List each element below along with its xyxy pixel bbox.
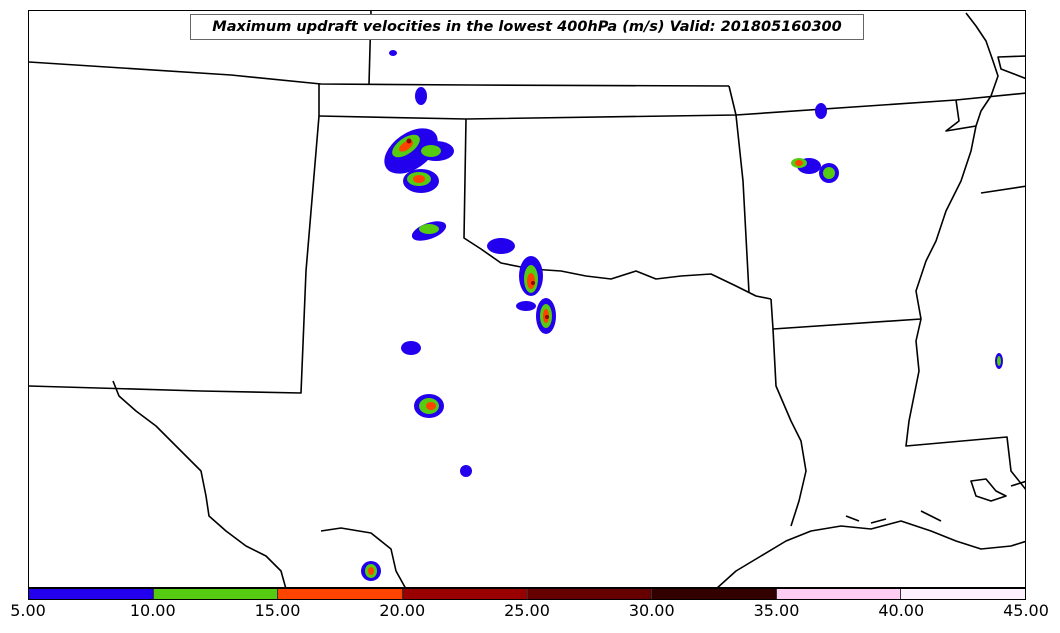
state-border-texas-louisiana <box>772 328 807 527</box>
state-border-oklahoma-texas <box>463 118 772 300</box>
colorbar-label: 5.00 <box>10 601 46 620</box>
state-border-nebraska-kansas <box>29 61 730 87</box>
colorbar-segment-2 <box>278 589 403 599</box>
colorbar <box>28 588 1026 600</box>
state-border-texas-mexico <box>112 380 287 587</box>
state-border-colorado-new-mexico <box>29 115 320 394</box>
colorbar-segment-4 <box>527 589 653 599</box>
colorbar-segment-3 <box>402 589 528 599</box>
storm-cells-layer <box>361 50 1003 581</box>
state-border-illinois <box>997 55 1025 80</box>
texas-gulf-coast <box>717 520 1025 587</box>
state-border-arkansas-louisiana <box>770 298 922 330</box>
state-border-oklahoma-arkansas <box>728 85 750 294</box>
colorbar-segment-5 <box>652 589 777 599</box>
rio-grande-south <box>320 527 406 587</box>
colorbar-label: 10.00 <box>129 601 176 620</box>
colorbar-tick-labels: 5.00 10.00 15.00 20.00 25.00 30.00 35.00 40.00 4… <box>0 601 1060 625</box>
colorbar-segment-7 <box>901 589 1025 599</box>
colorbar-label: 25.00 <box>504 601 550 620</box>
colorbar-label: 40.00 <box>878 601 925 620</box>
map-frame <box>28 10 1026 588</box>
colorbar-segment-1 <box>153 589 279 599</box>
map-title: Maximum updraft velocities in the lowest… <box>190 14 864 40</box>
colorbar-segment-6 <box>776 589 902 599</box>
colorbar-label: 20.00 <box>379 601 426 620</box>
colorbar-segment-0 <box>29 589 154 599</box>
mississippi-river-border <box>905 12 1025 490</box>
louisiana-coast-islands <box>845 478 1025 524</box>
colorbar-label: 30.00 <box>628 601 675 620</box>
colorbar-label: 15.00 <box>254 601 301 620</box>
colorbar-label: 35.00 <box>753 601 800 620</box>
map-canvas <box>29 11 1025 587</box>
state-border-arkansas-missouri <box>980 185 1025 194</box>
colorbar-label: 45.00 <box>1003 601 1049 620</box>
